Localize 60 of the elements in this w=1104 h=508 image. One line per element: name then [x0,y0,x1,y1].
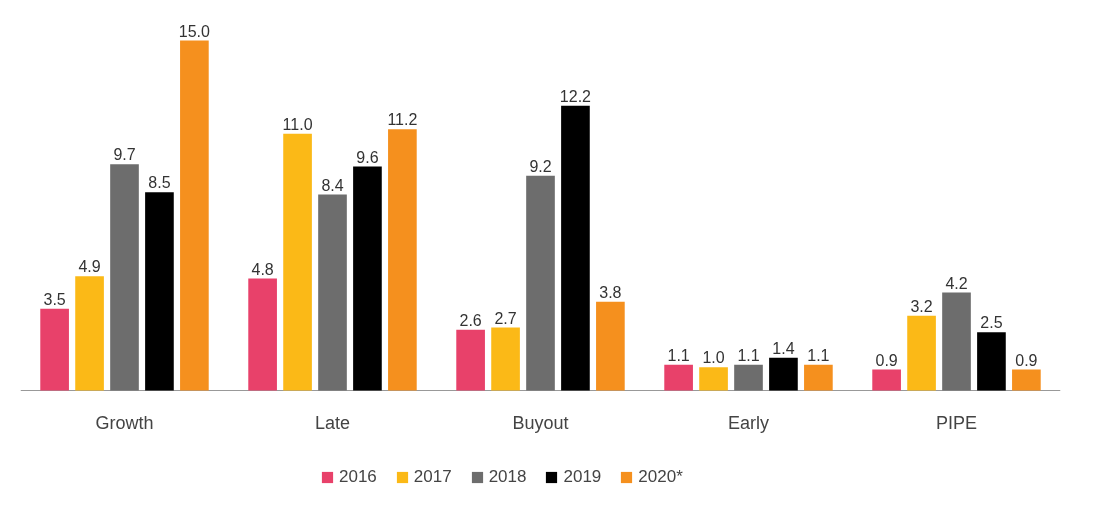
data-label: 2.5 [980,314,1003,332]
data-label: 11.0 [282,115,313,133]
data-label: 8.5 [148,174,171,192]
bar [40,308,69,391]
x-tick-label: PIPE [935,412,978,433]
bar [456,329,485,391]
data-label: 4.2 [945,274,968,292]
data-label: 3.2 [910,297,933,315]
data-label: 4.8 [251,260,274,278]
bar [977,332,1006,391]
data-label: 4.9 [78,258,101,276]
data-label: 11.2 [387,111,418,129]
bar [664,364,693,391]
bar [283,133,312,391]
bar [942,292,971,391]
bar [180,40,209,391]
x-tick-label: Buyout [512,412,569,433]
bar [110,164,139,391]
data-label: 9.6 [356,148,379,166]
data-label: 2.6 [459,311,482,329]
data-label: 0.9 [875,351,898,369]
legend-label: 2019 [563,467,602,487]
bar [907,315,936,391]
bar [318,194,347,391]
data-label: 1.4 [772,339,795,357]
bar [248,278,277,391]
bar [734,364,763,391]
bar [596,301,625,391]
data-label: 1.1 [807,346,830,364]
data-label: 0.9 [1015,351,1038,369]
bar [491,327,520,391]
x-tick-label: Growth [95,412,154,433]
bar [872,369,901,391]
legend-label: 2016 [339,467,377,487]
data-label: 8.4 [321,176,344,194]
data-label: 9.7 [113,146,136,164]
data-label: 3.8 [599,283,622,301]
data-label: 12.2 [559,87,592,105]
bar [769,357,798,391]
bar [561,105,590,391]
data-label: 1.1 [737,346,760,364]
data-label: 9.2 [529,157,552,175]
bar [145,192,174,391]
legend-label: 2018 [488,467,527,487]
bar [526,175,555,391]
data-label: 2.7 [494,309,517,327]
data-label: 1.1 [667,346,690,364]
x-tick-label: Early [728,412,770,433]
bar [388,129,417,391]
data-label: 15.0 [178,22,211,40]
data-label: 1.0 [702,349,725,367]
legend-label: 2017 [413,467,452,487]
bar [353,166,382,391]
legend-label: 2020* [638,467,683,487]
bar [1012,369,1041,391]
bar [75,276,104,391]
x-tick-label: Late [314,412,351,433]
bar [804,364,833,391]
data-label: 3.5 [43,290,66,308]
bar [699,367,728,391]
